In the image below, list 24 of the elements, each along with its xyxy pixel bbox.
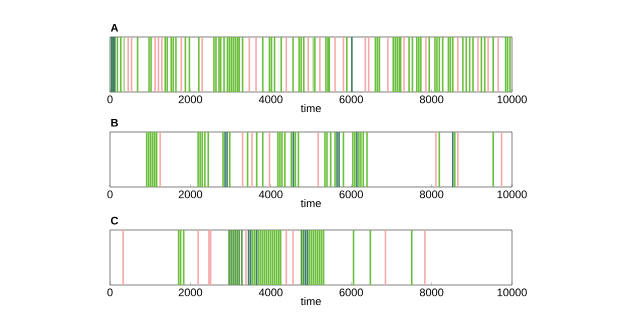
x-tick-label: 8000 xyxy=(420,288,444,296)
x-tick-label: 2000 xyxy=(178,96,202,104)
x-tick-label: 6000 xyxy=(340,96,363,104)
x-tick-label: 8000 xyxy=(420,96,444,104)
x-tick-label: 8000 xyxy=(420,190,444,198)
x-tick-label: 2000 xyxy=(178,190,202,198)
x-tick-label: 2000 xyxy=(178,288,202,296)
chart-title: B xyxy=(111,118,118,126)
x-tick-label: 0 xyxy=(107,288,113,296)
x-tick-label: 10000 xyxy=(498,288,527,296)
x-tick-label: 0 xyxy=(107,190,113,198)
x-tick-label: 4000 xyxy=(258,288,283,296)
chart-title: A xyxy=(110,24,118,32)
x-tick-label: 10000 xyxy=(498,190,527,198)
x-axis-title: time xyxy=(300,104,321,112)
x-tick-label: 6000 xyxy=(340,288,363,296)
x-tick-label: 0 xyxy=(107,96,113,104)
x-axis-title: time xyxy=(300,199,321,208)
x-axis-title: time xyxy=(300,297,321,306)
chart-title: C xyxy=(110,216,118,225)
x-tick-label: 10000 xyxy=(498,96,527,104)
x-tick-label: 4000 xyxy=(258,190,283,198)
x-tick-label: 6000 xyxy=(340,190,363,198)
x-tick-label: 4000 xyxy=(258,96,283,104)
